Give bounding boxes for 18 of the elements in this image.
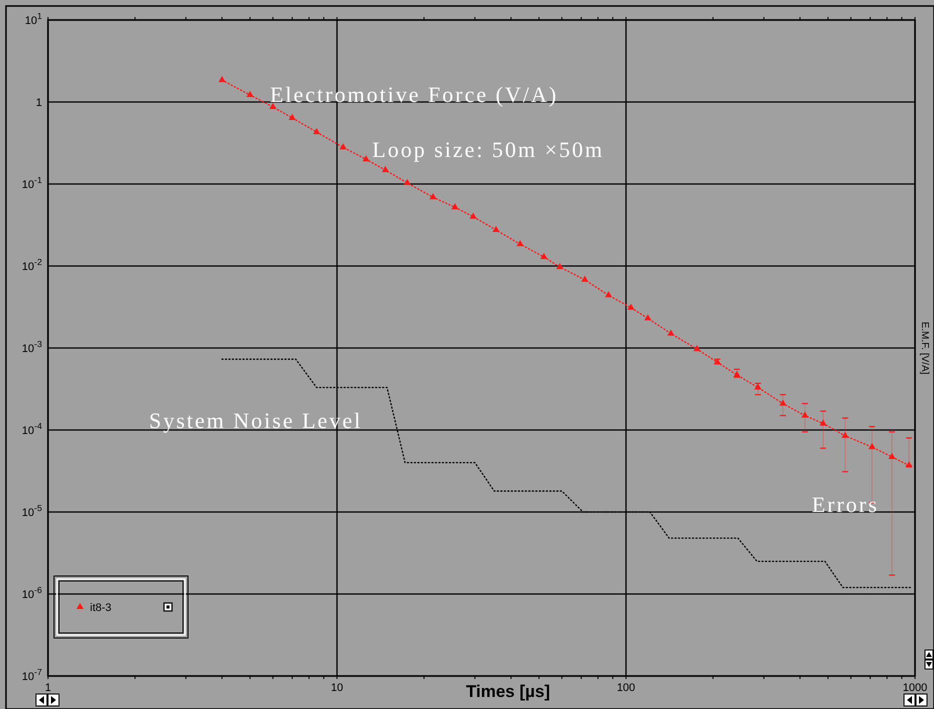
legend-label: it8-3 — [90, 602, 112, 614]
x-tick-label: 1 — [44, 682, 52, 694]
x-tick-label: 10 — [330, 682, 344, 694]
y-tick-label: 10$^{-5}$ — [22, 503, 42, 519]
y-tick-label: 10$^{-4}$ — [22, 421, 42, 437]
x-axis-title: Times [µs] — [466, 682, 550, 701]
y-tick-label: 10$^{1}$ — [24, 11, 42, 27]
y-tick-label: 1 — [36, 97, 42, 109]
y-tick-label: 10$^{-6}$ — [22, 585, 42, 601]
x-tick-label: 100 — [616, 682, 636, 694]
y-tick-label: 10$^{-3}$ — [22, 339, 42, 355]
y-tick-label: 10$^{-2}$ — [22, 257, 42, 273]
y-tick-label: 10$^{-1}$ — [22, 175, 42, 191]
annotation: Errors — [812, 492, 879, 517]
y-axis-title: E.M.F. [V/A] — [919, 322, 930, 375]
x-tick-label: 1000 — [902, 682, 928, 694]
annotation: Loop size: 50m ×50m — [372, 137, 604, 162]
y-tick-label: 10$^{-7}$ — [22, 667, 42, 683]
